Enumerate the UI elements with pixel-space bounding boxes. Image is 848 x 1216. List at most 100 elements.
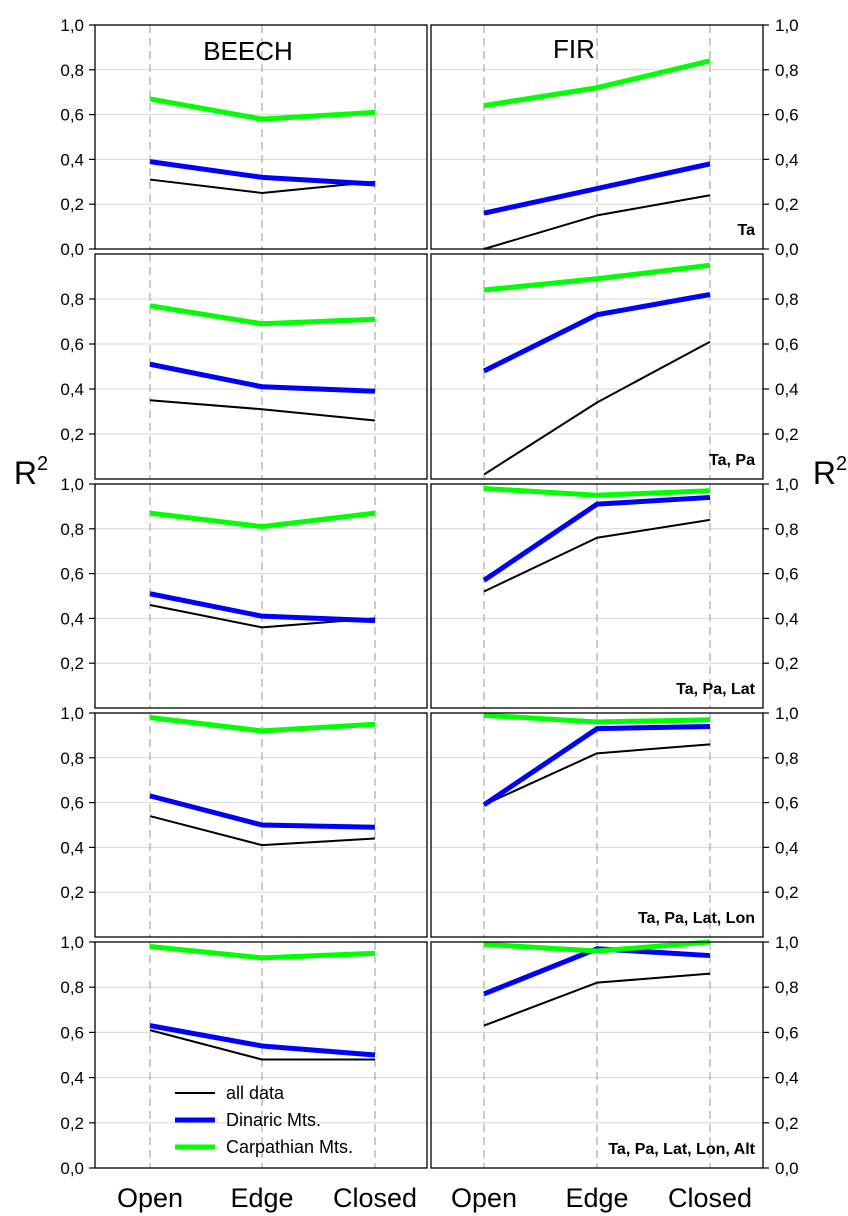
fir-all-data-line — [483, 340, 711, 476]
frame-layer — [89, 24, 769, 1169]
y-tick-label-right: 1,0 — [775, 475, 799, 494]
y-tick-label-right: 0,4 — [775, 838, 799, 857]
fir-dinaric-mts-line — [483, 161, 711, 216]
fir-dinaric-mts-line — [482, 494, 711, 583]
y-axis-label-left: R2 — [14, 453, 48, 491]
y-tick-label-right: 0,8 — [775, 978, 799, 997]
x-category-label: Closed — [333, 1183, 417, 1213]
beech-dinaric-mts-line — [149, 1023, 376, 1058]
y-tick-label-left: 0,6 — [60, 335, 84, 354]
y-tick-label-left: 0,6 — [60, 1023, 84, 1042]
panel-frame — [430, 24, 764, 250]
y-tick-label-left: 0,2 — [60, 883, 84, 902]
x-category-label: Open — [117, 1183, 183, 1213]
y-tick-label-left: 0,8 — [60, 290, 84, 309]
y-tick-label-right: 0,2 — [775, 654, 799, 673]
predictor-label: Ta, Pa, Lat, Lon — [638, 910, 755, 927]
y-tick-label-left: 1,0 — [60, 475, 84, 494]
x-category-label: Edge — [565, 1183, 628, 1213]
predictor-label: Ta, Pa, Lat, Lon, Alt — [608, 1141, 755, 1158]
fir-carpathian-mts-line — [483, 58, 711, 109]
beech-dinaric-mts-line — [149, 793, 376, 830]
beech-all-data-line — [149, 178, 376, 194]
y-tick-label-left: 0,6 — [60, 565, 84, 584]
panel-frame — [94, 483, 428, 709]
y-tick-label-right: 0,6 — [775, 1023, 799, 1042]
text-layer: 0,0 0,2 0,4 0,6 0,8 1,0 0,0 0,2 0,4 0,6 0,8 1,0 Ta 0,… — [14, 16, 847, 1213]
y-tick-label-left: 0,6 — [60, 794, 84, 813]
panel-frame — [430, 253, 764, 480]
y-tick-label-left: 0,2 — [60, 425, 84, 444]
y-tick-label-left: 1,0 — [60, 704, 84, 723]
y-tick-label-left: 0,4 — [60, 1069, 84, 1088]
y-tick-label-left: 0,2 — [60, 195, 84, 214]
y-tick-label-right: 0,2 — [775, 1114, 799, 1133]
x-category-label: Open — [451, 1183, 517, 1213]
y-tick-label-right: 0,6 — [775, 794, 799, 813]
panel-frame — [94, 712, 428, 938]
panel-frame — [430, 712, 764, 938]
fir-all-data-line — [483, 518, 711, 593]
column-title-fir: FIR — [553, 34, 595, 64]
beech-carpathian-mts-line — [149, 944, 376, 961]
y-tick-label-right: 0,0 — [775, 1159, 799, 1178]
beech-carpathian-mts-line — [149, 714, 376, 734]
x-category-label: Closed — [668, 1183, 752, 1213]
y-tick-label-left: 0,8 — [60, 520, 84, 539]
fir-dinaric-mts-line — [482, 292, 711, 374]
legend-entry-label: all data — [226, 1083, 285, 1103]
fir-carpathian-mts-line — [483, 939, 711, 954]
beech-all-data-line — [149, 1029, 375, 1061]
y-tick-label-right: 1,0 — [775, 704, 799, 723]
beech-all-data-line — [149, 399, 376, 422]
y-tick-label-right: 0,4 — [775, 150, 799, 169]
y-tick-label-left: 0,4 — [60, 609, 84, 628]
y-axis-label-right: R2 — [813, 453, 847, 491]
beech-dinaric-mts-line — [149, 159, 376, 187]
beech-carpathian-mts-line — [149, 96, 376, 122]
y-tick-label-left: 0,0 — [60, 1159, 84, 1178]
fir-carpathian-mts-line — [483, 485, 711, 498]
predictor-label: Ta — [738, 222, 756, 239]
y-tick-label-right: 0,8 — [775, 61, 799, 80]
y-tick-label-right: 0,2 — [775, 195, 799, 214]
y-tick-label-right: 0,4 — [775, 609, 799, 628]
series-layer — [149, 58, 711, 1061]
column-title-beech: BEECH — [203, 36, 293, 66]
grid-layer — [95, 24, 763, 1169]
y-tick-label-right: 0,0 — [775, 240, 799, 259]
y-tick-label-left: 0,8 — [60, 978, 84, 997]
beech-dinaric-mts-line — [149, 361, 376, 394]
beech-all-data-line — [149, 815, 376, 847]
y-tick-label-left: 1,0 — [60, 16, 84, 35]
y-tick-label-left: 0,6 — [60, 106, 84, 125]
y-tick-label-left: 0,2 — [60, 654, 84, 673]
y-tick-label-left: 0,4 — [60, 150, 84, 169]
panel-frame — [94, 24, 428, 250]
panel-frame — [430, 483, 764, 709]
y-tick-label-right: 0,8 — [775, 290, 799, 309]
legend-entry-label: Carpathian Mts. — [226, 1137, 353, 1157]
beech-carpathian-mts-line — [149, 510, 376, 530]
y-tick-label-right: 0,2 — [775, 425, 799, 444]
y-tick-label-left: 1,0 — [60, 933, 84, 952]
y-tick-label-left: 0,4 — [60, 838, 84, 857]
fir-all-data-line — [483, 194, 711, 250]
y-tick-label-right: 0,8 — [775, 520, 799, 539]
panel-frame — [94, 253, 428, 480]
panel-frame — [94, 941, 428, 1169]
y-tick-label-right: 1,0 — [775, 933, 799, 952]
x-category-label: Edge — [230, 1183, 293, 1213]
y-tick-label-left: 0,4 — [60, 380, 84, 399]
legend-entry-label: Dinaric Mts. — [226, 1110, 321, 1130]
y-tick-label-right: 1,0 — [775, 16, 799, 35]
fir-carpathian-mts-line — [483, 262, 711, 293]
beech-dinaric-mts-line — [149, 591, 376, 624]
fir-carpathian-mts-line — [483, 712, 711, 725]
y-tick-label-right: 0,6 — [775, 335, 799, 354]
y-tick-label-left: 0,0 — [60, 240, 84, 259]
y-tick-label-right: 0,6 — [775, 106, 799, 125]
beech-carpathian-mts-line — [149, 303, 376, 327]
fir-all-data-line — [483, 743, 711, 806]
